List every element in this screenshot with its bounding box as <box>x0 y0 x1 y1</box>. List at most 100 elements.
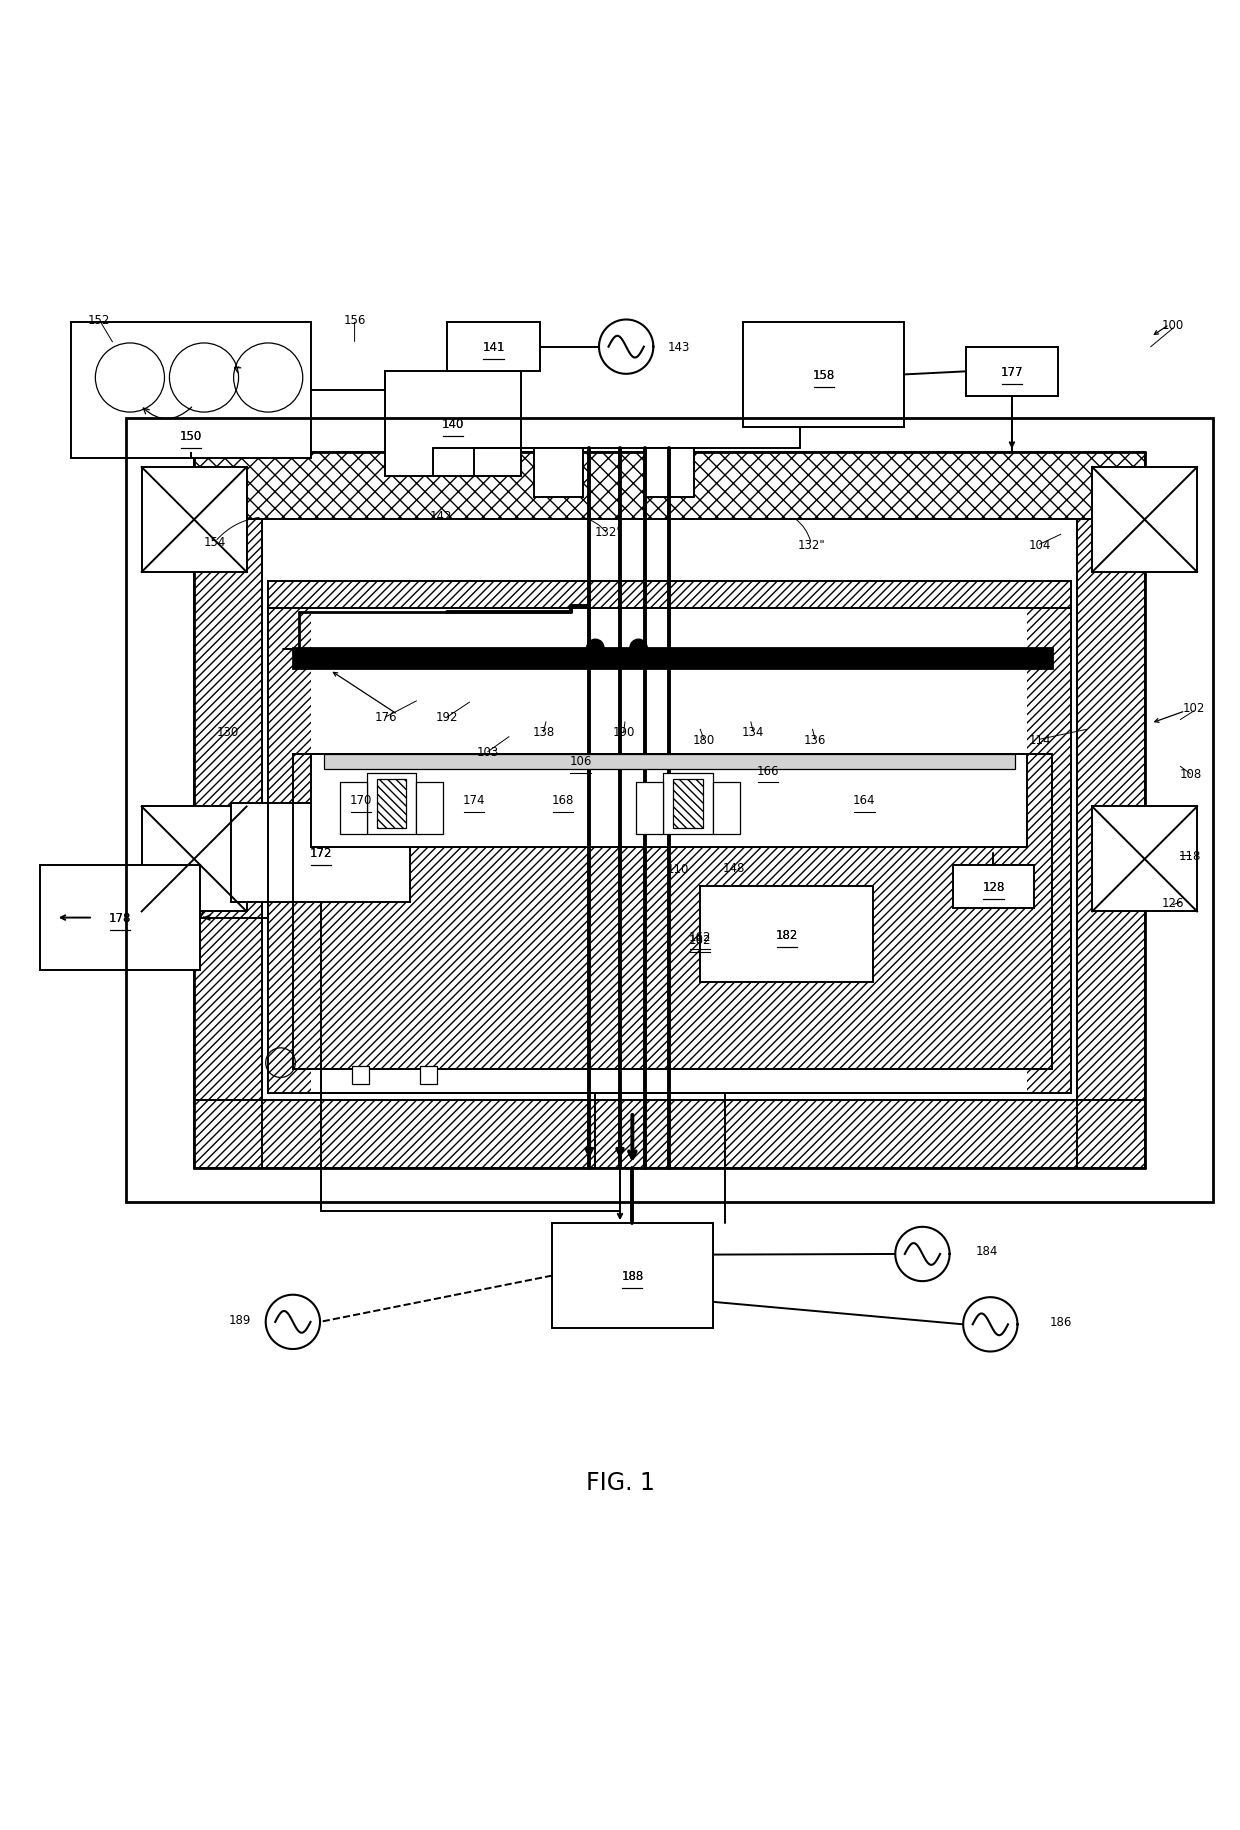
Text: 110: 110 <box>667 864 689 877</box>
Bar <box>1028 582 1070 1094</box>
Bar <box>744 322 904 428</box>
Text: 128: 128 <box>982 880 1004 893</box>
Bar <box>195 520 262 1168</box>
Text: 102: 102 <box>1183 701 1205 714</box>
Text: 190: 190 <box>613 727 635 739</box>
Bar <box>352 1067 370 1083</box>
Bar <box>268 582 1070 1094</box>
Text: 166: 166 <box>756 765 780 778</box>
Text: 134: 134 <box>742 727 765 739</box>
Text: 174: 174 <box>463 794 486 807</box>
Bar <box>311 754 1028 847</box>
Text: 158: 158 <box>812 368 835 382</box>
Text: 172: 172 <box>310 847 332 860</box>
Bar <box>417 783 444 834</box>
Bar <box>195 1100 1145 1168</box>
Bar <box>552 1224 713 1329</box>
Bar <box>645 448 694 498</box>
Bar <box>340 783 367 834</box>
Text: 106: 106 <box>569 754 591 767</box>
Bar <box>141 807 247 911</box>
Bar <box>420 1067 438 1083</box>
Bar <box>367 772 417 834</box>
Bar <box>701 886 873 983</box>
Text: 182: 182 <box>775 928 797 941</box>
Text: 132': 132' <box>595 525 620 540</box>
Bar <box>324 754 1016 769</box>
Text: 186: 186 <box>1049 1316 1071 1329</box>
Bar <box>126 419 1213 1202</box>
Text: 100: 100 <box>1162 318 1184 331</box>
Text: 156: 156 <box>343 313 366 328</box>
Text: 178: 178 <box>109 911 131 924</box>
Bar <box>1076 520 1145 1168</box>
Bar <box>195 520 262 1168</box>
Text: 164: 164 <box>853 794 875 807</box>
Text: 158: 158 <box>812 368 835 382</box>
Text: 177: 177 <box>1001 366 1023 379</box>
Text: 104: 104 <box>1028 538 1050 551</box>
Text: 128: 128 <box>982 880 1004 893</box>
Bar <box>673 780 703 829</box>
Text: 130: 130 <box>216 727 238 739</box>
Text: 148: 148 <box>723 862 745 875</box>
Text: 118: 118 <box>1179 849 1202 862</box>
Text: 189: 189 <box>228 1314 250 1327</box>
Text: 132": 132" <box>797 538 825 551</box>
Text: 178: 178 <box>109 911 131 924</box>
Text: 162: 162 <box>689 931 712 944</box>
Text: 180: 180 <box>693 734 715 747</box>
Bar <box>141 468 247 573</box>
Text: 126: 126 <box>1162 897 1184 910</box>
Text: 170: 170 <box>350 794 372 807</box>
Circle shape <box>587 640 604 657</box>
Bar <box>636 783 663 834</box>
Text: 140: 140 <box>443 417 465 432</box>
Bar <box>663 772 713 834</box>
Text: 142: 142 <box>430 511 453 523</box>
Bar <box>195 452 1145 520</box>
Text: 192: 192 <box>436 712 459 725</box>
Text: 152: 152 <box>88 313 110 328</box>
Bar <box>40 866 201 970</box>
Text: 172: 172 <box>310 847 332 860</box>
Bar <box>268 582 1070 1094</box>
Bar <box>268 582 311 1094</box>
Text: 150: 150 <box>180 430 202 443</box>
Text: 141: 141 <box>482 340 505 353</box>
Text: 184: 184 <box>976 1244 998 1257</box>
Text: 108: 108 <box>1179 769 1202 781</box>
Bar <box>231 803 410 902</box>
Text: 177: 177 <box>1001 366 1023 379</box>
Text: 168: 168 <box>552 794 574 807</box>
Text: 176: 176 <box>374 712 397 725</box>
Text: 143: 143 <box>668 340 691 353</box>
Text: 114: 114 <box>1028 734 1052 747</box>
Text: 188: 188 <box>621 1270 644 1283</box>
Bar <box>448 322 539 371</box>
Bar <box>71 322 311 459</box>
Bar <box>195 1100 1145 1168</box>
Text: 136: 136 <box>804 734 826 747</box>
Bar <box>533 448 583 498</box>
Bar <box>1092 807 1197 911</box>
Text: FIG. 1: FIG. 1 <box>585 1471 655 1495</box>
Bar <box>713 783 740 834</box>
Bar <box>954 866 1033 910</box>
Text: 141: 141 <box>482 340 505 353</box>
Text: 162: 162 <box>689 933 712 946</box>
Bar <box>195 452 1145 520</box>
Bar <box>293 648 1052 668</box>
Text: 182: 182 <box>775 928 797 941</box>
Text: 150: 150 <box>180 430 202 443</box>
Bar <box>293 754 1052 1069</box>
Bar <box>1092 468 1197 573</box>
Bar <box>268 582 1070 609</box>
Text: 154: 154 <box>203 536 226 549</box>
Bar <box>966 348 1058 397</box>
Circle shape <box>630 640 647 657</box>
Bar <box>268 582 1070 609</box>
Bar <box>1076 520 1145 1168</box>
Text: 140: 140 <box>443 417 465 432</box>
Bar <box>293 754 1052 1069</box>
